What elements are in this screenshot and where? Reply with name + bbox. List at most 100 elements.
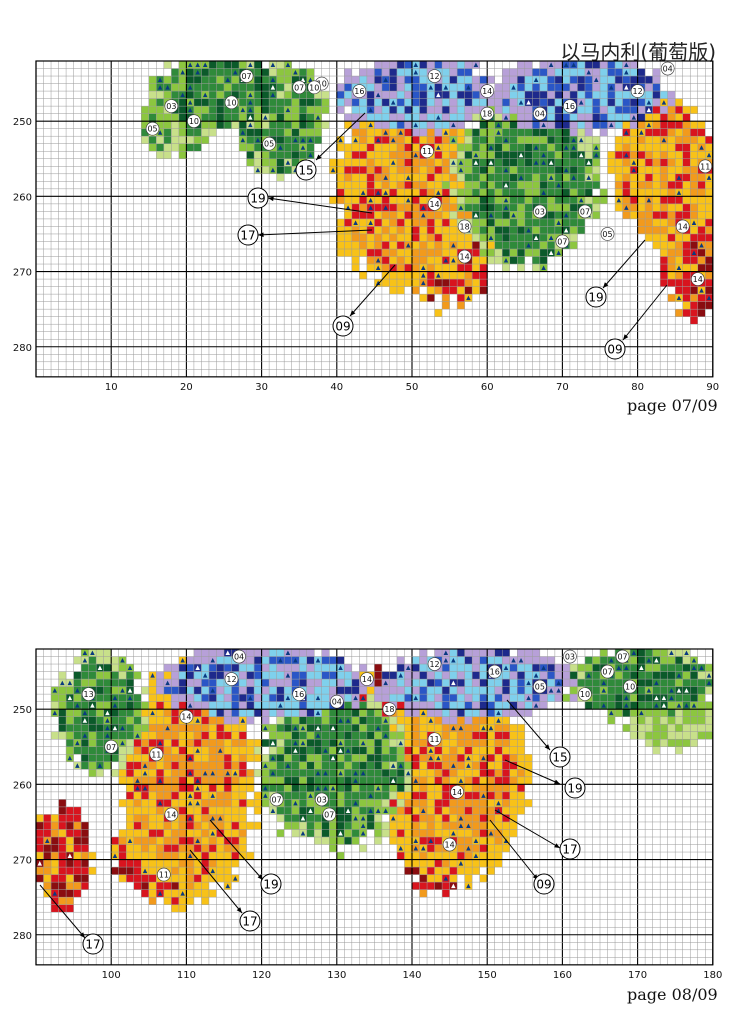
stitch-cell <box>118 754 127 762</box>
stitch-cell <box>141 882 149 890</box>
stitch-cell <box>201 128 209 137</box>
stitch-cell <box>517 76 525 84</box>
stitch-cell <box>502 709 510 717</box>
stitch-symbol <box>135 778 140 783</box>
stitch-cell <box>336 791 345 800</box>
stitch-cell <box>434 226 443 234</box>
stitch-cell <box>419 686 428 695</box>
stitch-cell <box>133 852 142 860</box>
stitch-cell <box>81 739 89 747</box>
stitch-cell <box>148 724 157 732</box>
stitch-symbol <box>676 190 682 195</box>
callout-circle <box>239 910 261 932</box>
stitch-cell <box>645 128 653 137</box>
stitch-symbol <box>533 703 539 708</box>
stitch-cell <box>314 679 322 687</box>
stitch-cell <box>630 68 638 77</box>
stitch-cell <box>231 83 240 92</box>
stitch-cell <box>419 852 428 860</box>
color-key-number: 07 <box>272 795 282 804</box>
stitch-cell <box>321 761 330 770</box>
stitch-cell <box>254 76 262 84</box>
stitch-cell <box>246 151 255 159</box>
stitch-cell <box>239 769 247 777</box>
color-key-number: 03 <box>317 795 327 804</box>
stitch-cell <box>103 754 112 762</box>
stitch-cell <box>607 91 616 99</box>
stitch-cell <box>141 806 149 815</box>
stitch-cell <box>509 151 518 159</box>
stitch-cell <box>517 68 525 77</box>
stitch-cell <box>193 98 202 107</box>
color-key-label: 07 <box>292 80 307 95</box>
stitch-cell <box>615 158 623 167</box>
stitch-cell <box>419 867 428 875</box>
stitch-symbol <box>646 100 652 105</box>
stitch-cell <box>487 799 495 807</box>
stitch-symbol <box>225 650 231 656</box>
stitch-cell <box>314 837 322 845</box>
callout: 17 <box>39 884 104 955</box>
color-key-label: 12 <box>427 69 442 83</box>
stitch-cell <box>434 83 443 92</box>
stitch-cell <box>412 128 420 137</box>
stitch-cell <box>396 852 405 860</box>
stitch-cell <box>344 694 352 702</box>
color-key-number: 14 <box>678 222 688 231</box>
stitch-cell <box>299 769 307 777</box>
stitch-cell <box>675 241 683 249</box>
stitch-cell <box>682 136 691 144</box>
stitch-symbol <box>135 733 140 738</box>
stitch-cell <box>133 882 142 890</box>
stitch-cell <box>306 784 315 792</box>
stitch-cell <box>532 649 540 657</box>
stitch-cell <box>419 679 428 687</box>
stitch-cell <box>487 731 495 740</box>
stitch-cell <box>472 264 480 272</box>
stitch-cell <box>615 679 623 687</box>
stitch-symbol <box>518 100 524 105</box>
stitch-cell <box>246 746 255 755</box>
stitch-cell <box>171 83 179 92</box>
stitch-cell <box>306 694 315 702</box>
stitch-cell <box>254 91 262 99</box>
stitch-cell <box>389 821 397 830</box>
stitch-cell <box>336 724 345 732</box>
stitch-cell <box>186 694 194 702</box>
stitch-cell <box>509 203 518 212</box>
color-key-circle <box>239 69 254 83</box>
stitch-cell <box>389 196 397 204</box>
color-key-number: 14 <box>445 841 455 850</box>
stitch-cell <box>201 649 209 657</box>
stitch-symbol <box>481 755 486 761</box>
color-key-label: 10 <box>187 114 201 128</box>
stitch-cell <box>464 188 473 197</box>
color-key-circle <box>157 867 171 882</box>
stitch-cell <box>449 821 458 830</box>
stitch-cell <box>269 784 277 792</box>
stitch-cell <box>630 188 638 197</box>
stitch-cell <box>502 188 510 197</box>
stitch-cell <box>697 181 706 189</box>
stitch-cell <box>163 151 172 159</box>
stitch-cell <box>269 701 277 710</box>
stitch-cell <box>344 166 352 174</box>
stitch-cell <box>652 76 661 84</box>
stitch-cell <box>472 769 480 777</box>
stitch-cell <box>284 791 292 800</box>
stitch-cell <box>148 143 157 152</box>
stitch-cell <box>314 98 322 107</box>
stitch-cell <box>344 679 352 687</box>
stitch-cell <box>442 821 450 830</box>
stitch-symbol <box>345 205 351 210</box>
stitch-cell <box>532 166 540 174</box>
stitch-symbol <box>157 85 163 90</box>
stitch-cell <box>682 309 691 317</box>
stitch-cell <box>449 196 458 204</box>
stitch-cell <box>359 158 367 167</box>
stitch-cell <box>502 784 510 792</box>
stitch-cell <box>344 701 352 710</box>
color-key-number: 16 <box>490 668 500 677</box>
stitch-cell <box>216 874 224 883</box>
stitch-cell <box>291 98 300 107</box>
